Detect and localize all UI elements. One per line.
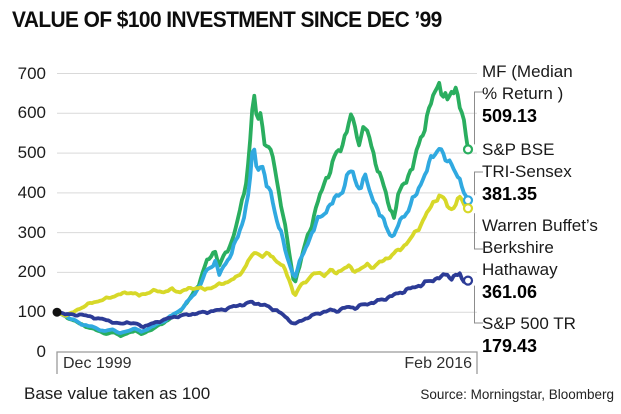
series-line-sp500-tr [55,271,470,329]
endpoint-marker-berkshire-hathaway [462,203,474,214]
y-axis-label-300: 300 [17,222,46,242]
legend-item-bse-tri-sensex: S&P BSE TRI-Sensex 381.35 [482,139,617,205]
series-line-mf-median [55,81,470,339]
legend-value-bse-tri-sensex: 381.35 [482,184,538,204]
endpoint-marker-bse-tri-sensex [462,195,474,206]
series-line-bse-tri-sensex [55,147,470,335]
legend-item-mf-median: MF (Median % Return ) 509.13 [482,61,617,127]
source-credit: Source: Morningstar, Bloomberg [420,387,614,402]
legend-label-bse-tri-sensex: S&P BSE [482,140,555,159]
leader-line-berkshire-hathaway [474,213,483,250]
leader-line-sp500-tr [474,285,483,324]
legend-item-sp500-tr: S&P 500 TR 179.43 [482,313,617,357]
legend-label-sp500-tr: S&P 500 TR [482,314,576,333]
legend-value-mf-median: 509.13 [482,106,538,126]
series-line-berkshire-hathaway [55,193,470,318]
y-axis-label-600: 600 [17,103,46,123]
leader-line-mf-median [474,91,483,145]
x-axis-label-end: Feb 2016 [404,355,472,372]
endpoint-marker-sp500-tr [462,275,474,286]
x-axis [56,351,478,374]
legend-value-berkshire-hathaway: 361.06 [482,282,538,302]
legend-label-mf-median: MF (Median [482,62,573,81]
legend-label-mf-median: % Return ) [482,84,564,103]
chart-title: VALUE OF $100 INVESTMENT SINCE DEC ’99 [12,7,442,32]
y-axis-label-400: 400 [17,182,46,202]
base-value-note: Base value taken as 100 [24,384,211,403]
y-axis-label-500: 500 [17,143,46,163]
y-axis-label-100: 100 [17,302,46,322]
y-axis-label-0: 0 [36,342,46,361]
legend-item-berkshire-hathaway: Warren Buffet’s Berkshire Hathaway 361.06 [482,215,617,303]
endpoint-marker-mf-median [462,144,474,155]
start-dot [52,307,62,317]
y-axis-label-700: 700 [17,63,46,83]
legend-value-sp500-tr: 179.43 [482,336,538,356]
y-axis-label-200: 200 [17,262,46,282]
legend-label-berkshire-hathaway: Warren Buffet’s [482,216,598,235]
x-axis-label-start: Dec 1999 [63,355,132,372]
legend-label-berkshire-hathaway: Hathaway [482,260,558,279]
legend-label-bse-tri-sensex: TRI-Sensex [482,162,572,181]
leader-line-bse-tri-sensex [474,171,483,196]
legend-label-berkshire-hathaway: Berkshire [482,238,554,257]
